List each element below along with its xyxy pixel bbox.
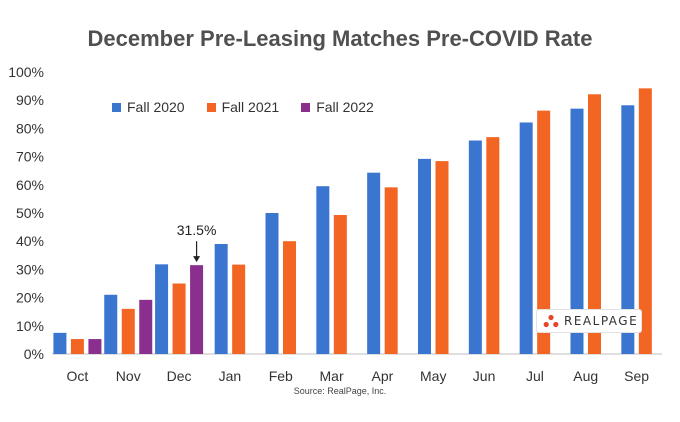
bar bbox=[468, 140, 482, 354]
y-tick-label: 80% bbox=[16, 120, 44, 136]
y-tick-label: 0% bbox=[24, 346, 44, 362]
chart-legend: Fall 2020 Fall 2021 Fall 2022 bbox=[112, 99, 396, 115]
y-tick-label: 60% bbox=[16, 177, 44, 193]
y-tick-label: 40% bbox=[16, 233, 44, 249]
realpage-logo: REALPAGE bbox=[536, 309, 642, 333]
bar bbox=[104, 294, 118, 354]
x-tick-label: Oct bbox=[67, 368, 89, 384]
chart-title: December Pre-Leasing Matches Pre-COVID R… bbox=[87, 26, 593, 51]
x-tick-label: Dec bbox=[167, 368, 192, 384]
legend-label-fall-2021: Fall 2021 bbox=[221, 99, 280, 115]
bar bbox=[418, 158, 431, 354]
x-tick-label: Apr bbox=[372, 368, 394, 384]
bar bbox=[367, 172, 381, 354]
bar bbox=[638, 88, 652, 354]
bar bbox=[172, 283, 186, 354]
bar bbox=[121, 308, 135, 354]
bar bbox=[333, 214, 347, 354]
x-tick-label: Mar bbox=[320, 368, 344, 384]
bar bbox=[232, 264, 246, 354]
y-tick-label: 50% bbox=[16, 205, 44, 221]
y-tick-label: 90% bbox=[16, 92, 44, 108]
bar bbox=[486, 137, 500, 354]
x-tick-label: Aug bbox=[573, 368, 598, 384]
legend-swatch-fall-2020 bbox=[112, 102, 121, 112]
x-tick-label: Nov bbox=[116, 368, 141, 384]
x-tick-label: Jun bbox=[473, 368, 496, 384]
chart-source: Source: RealPage, Inc. bbox=[293, 386, 387, 396]
legend-item-fall-2020: Fall 2020 bbox=[112, 99, 185, 115]
x-tick-label: Jan bbox=[219, 368, 242, 384]
annotation-label: 31.5% bbox=[177, 222, 217, 238]
bar bbox=[588, 94, 601, 354]
y-tick-label: 20% bbox=[16, 290, 44, 306]
bar bbox=[570, 108, 584, 354]
realpage-logo-icon bbox=[543, 314, 559, 328]
bar bbox=[621, 105, 635, 354]
legend-swatch-fall-2022 bbox=[301, 102, 311, 112]
bar bbox=[537, 110, 551, 354]
legend-item-fall-2021: Fall 2021 bbox=[206, 99, 280, 115]
bar bbox=[88, 339, 102, 354]
annotation-arrow-head bbox=[193, 256, 201, 263]
legend-label-fall-2020: Fall 2020 bbox=[127, 99, 185, 115]
bar bbox=[265, 213, 279, 354]
legend-label-fall-2022: Fall 2022 bbox=[316, 99, 374, 115]
bar bbox=[316, 186, 330, 354]
bar bbox=[519, 122, 533, 354]
bar bbox=[384, 187, 398, 354]
y-tick-label: 70% bbox=[16, 149, 44, 165]
x-tick-label: Sep bbox=[624, 368, 649, 384]
x-tick-label: Jul bbox=[526, 368, 544, 384]
bar bbox=[139, 299, 153, 354]
bar bbox=[283, 241, 296, 354]
logo-text: REALPAGE bbox=[564, 314, 639, 328]
x-tick-label: Feb bbox=[269, 368, 293, 384]
bar bbox=[155, 264, 169, 354]
bar bbox=[53, 332, 67, 354]
legend-swatch-fall-2021 bbox=[206, 102, 216, 112]
x-tick-label: May bbox=[420, 368, 446, 384]
bar bbox=[435, 161, 449, 354]
legend-item-fall-2022: Fall 2022 bbox=[301, 99, 374, 115]
bar bbox=[70, 339, 84, 354]
y-tick-label: 100% bbox=[8, 64, 44, 80]
bar bbox=[214, 244, 228, 354]
bar bbox=[190, 265, 204, 354]
y-tick-label: 10% bbox=[16, 318, 44, 334]
y-tick-label: 30% bbox=[16, 261, 44, 277]
